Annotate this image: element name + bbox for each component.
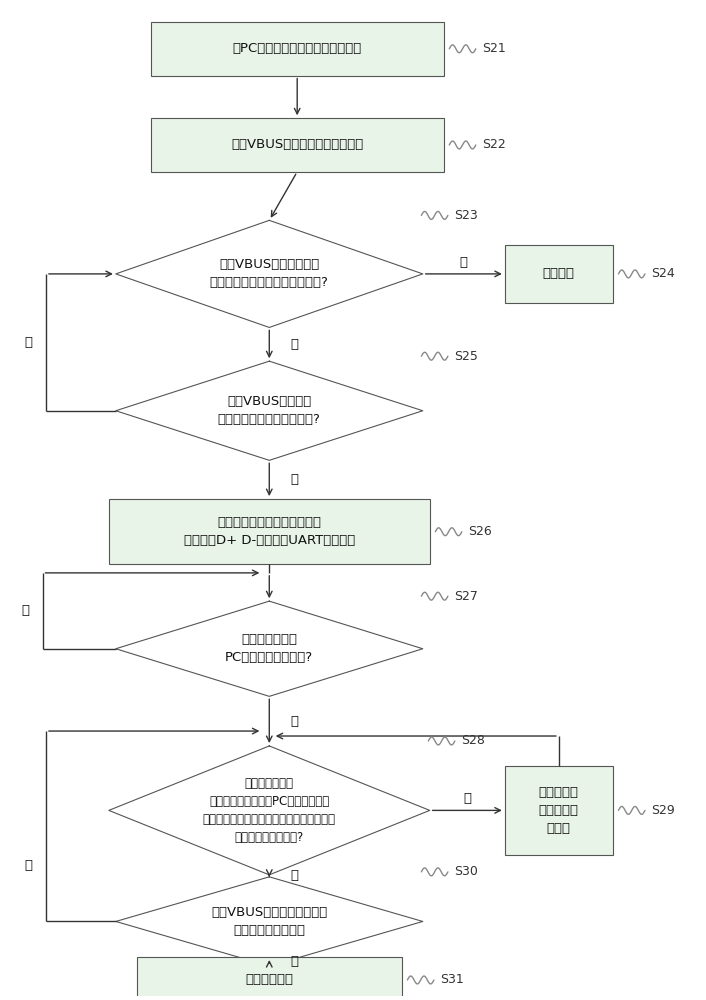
FancyBboxPatch shape [109, 499, 430, 564]
FancyBboxPatch shape [150, 22, 443, 76]
Text: 否: 否 [460, 255, 468, 268]
Polygon shape [116, 877, 423, 966]
Text: S25: S25 [454, 350, 478, 363]
Polygon shape [109, 746, 430, 875]
Polygon shape [116, 220, 423, 327]
Text: S24: S24 [651, 267, 675, 280]
Text: 是: 是 [290, 869, 298, 882]
Text: S30: S30 [454, 865, 478, 878]
Text: 进行标充: 进行标充 [543, 267, 575, 280]
Text: S28: S28 [461, 734, 485, 747]
Text: 将PC端、转换器与适配器顺序连接: 将PC端、转换器与适配器顺序连接 [232, 42, 361, 55]
Text: 是: 是 [290, 473, 298, 486]
Text: 是: 是 [290, 715, 298, 728]
Text: 检测是否接收到
PC端发送的升级命令?: 检测是否接收到 PC端发送的升级命令? [225, 633, 313, 664]
Text: 判断VBUS电源线的
输出电压是否超过预设门限?: 判断VBUS电源线的 输出电压是否超过预设门限? [218, 395, 321, 426]
Text: 接收升级数据，
进行适配器升级，向PC端发送接收到
升级数据，判断是否收到用于指示升级数据
校验成功的指示消息?: 接收升级数据， 进行适配器升级，向PC端发送接收到 升级数据，判断是否收到用于指… [203, 777, 336, 844]
FancyBboxPatch shape [505, 245, 613, 303]
Text: 否: 否 [463, 792, 471, 805]
Text: 退出升级模式: 退出升级模式 [245, 973, 293, 986]
Text: 开启升级模式，将充电接口的
数据线（D+ D-）设置为UART串口模式: 开启升级模式，将充电接口的 数据线（D+ D-）设置为UART串口模式 [184, 516, 355, 547]
Polygon shape [116, 361, 423, 460]
FancyBboxPatch shape [505, 766, 613, 855]
Text: S31: S31 [441, 973, 464, 986]
Text: S21: S21 [482, 42, 505, 55]
Text: 否: 否 [290, 955, 298, 968]
Text: 检测VBUS电源线的输出电流过流: 检测VBUS电源线的输出电流过流 [231, 138, 364, 151]
Text: S23: S23 [454, 209, 478, 222]
Text: 否: 否 [25, 336, 32, 349]
Text: 判断VBUS电源线的输出电流
是否超过恒流设置值: 判断VBUS电源线的输出电流 是否超过恒流设置值 [211, 906, 328, 937]
Text: S27: S27 [454, 590, 478, 603]
Text: S22: S22 [482, 138, 505, 151]
Text: 否: 否 [21, 604, 29, 617]
Text: 降低VBUS电源线的输出
电压，并判断输出电流是否过流?: 降低VBUS电源线的输出 电压，并判断输出电流是否过流? [210, 258, 329, 289]
Text: 是: 是 [25, 859, 32, 872]
Text: S26: S26 [468, 525, 492, 538]
FancyBboxPatch shape [137, 957, 402, 1000]
Text: 是: 是 [290, 338, 298, 351]
Text: S29: S29 [651, 804, 675, 817]
FancyBboxPatch shape [150, 118, 443, 172]
Text: 清除寄存器
中下载的升
级数据: 清除寄存器 中下载的升 级数据 [539, 786, 579, 835]
Polygon shape [116, 601, 423, 696]
